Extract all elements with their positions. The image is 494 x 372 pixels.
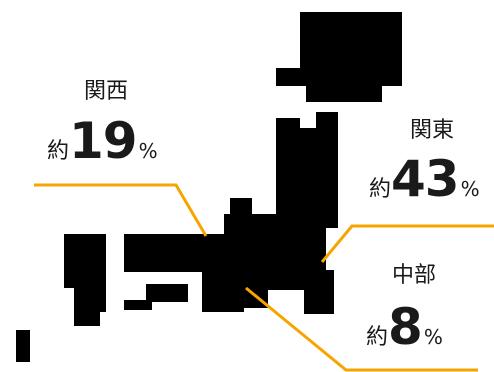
okinawa-shape	[16, 330, 30, 362]
chubu-share-label: 約8%	[366, 302, 443, 352]
kansai-leader-line	[34, 183, 208, 237]
hokkaido-shape	[276, 12, 402, 102]
kanto-name: 関東	[410, 118, 455, 143]
kansai-approx: 約	[47, 139, 70, 164]
kanto-approx: 約	[369, 177, 392, 202]
shikoku-shape	[124, 284, 188, 310]
honshu-shape	[124, 112, 338, 314]
chubu-value: 8	[388, 298, 423, 356]
kyushu-shape	[64, 234, 106, 326]
chubu-leader-line	[245, 286, 478, 372]
kansai-value: 19	[69, 112, 138, 170]
kansai-name: 関西	[84, 79, 129, 104]
kansai-share-label: 約19%	[47, 116, 158, 166]
kanto-value: 43	[391, 150, 460, 208]
chubu-unit: %	[423, 325, 443, 349]
kanto-leader-line	[320, 224, 494, 263]
chubu-approx: 約	[366, 325, 389, 350]
kanto-unit: %	[460, 177, 480, 201]
kanto-share-label: 約43%	[369, 154, 480, 204]
kansai-unit: %	[138, 139, 158, 163]
chubu-name: 中部	[392, 263, 437, 288]
